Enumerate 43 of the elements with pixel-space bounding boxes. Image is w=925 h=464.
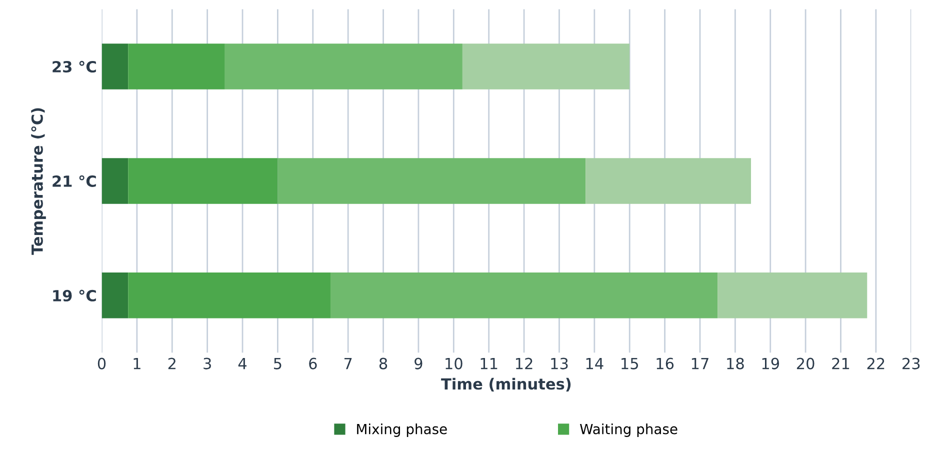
x-tick-label: 14 (586, 358, 604, 370)
x-tick-label: 15 (622, 358, 638, 370)
y-tick-label: 23 °C (52, 60, 96, 73)
bar (586, 158, 752, 204)
x-tick-label: 8 (379, 358, 388, 370)
x-tick-label: 4 (238, 358, 247, 370)
x-tick-label: 6 (309, 358, 317, 370)
x-tick-label: 3 (204, 358, 211, 370)
x-tick-label: 21 (832, 358, 850, 370)
bar (128, 44, 225, 90)
bar (330, 272, 718, 318)
x-tick-label: 7 (344, 358, 352, 370)
x-tick-label: 17 (692, 358, 708, 370)
x-tick-label: 23 (902, 358, 920, 370)
bar (102, 272, 128, 318)
y-axis-title: Temperature (°C) (31, 108, 46, 255)
x-tick-label: 10 (446, 358, 462, 370)
x-tick-label: 18 (727, 358, 744, 370)
x-tick-label: 1 (134, 358, 140, 370)
x-tick-label: 19 (762, 358, 780, 370)
x-tick-label: 16 (656, 358, 674, 370)
x-tick-label: 2 (168, 358, 176, 370)
x-tick-label: 5 (274, 358, 282, 370)
bar (128, 272, 330, 318)
x-tick-label: 13 (551, 358, 568, 370)
legend-label: Waiting phase (580, 424, 678, 437)
bar (102, 44, 128, 90)
x-tick-label: 12 (516, 358, 532, 370)
x-tick-label: 11 (480, 358, 498, 370)
bar (462, 44, 630, 90)
y-tick-label: 19 °C (53, 290, 96, 302)
bar (278, 158, 586, 204)
legend-label: Mixing phase (357, 424, 447, 437)
x-tick-label: 20 (796, 358, 814, 370)
y-tick-label: 21 °C (52, 175, 96, 187)
x-tick-label: 0 (98, 358, 106, 370)
bar (128, 158, 278, 204)
bar (102, 158, 128, 204)
x-tick-label: 22 (867, 358, 884, 370)
x-axis-title: Time (minutes) (441, 378, 571, 392)
bar (224, 44, 462, 90)
bar (718, 272, 868, 318)
x-tick-label: 9 (414, 358, 422, 370)
